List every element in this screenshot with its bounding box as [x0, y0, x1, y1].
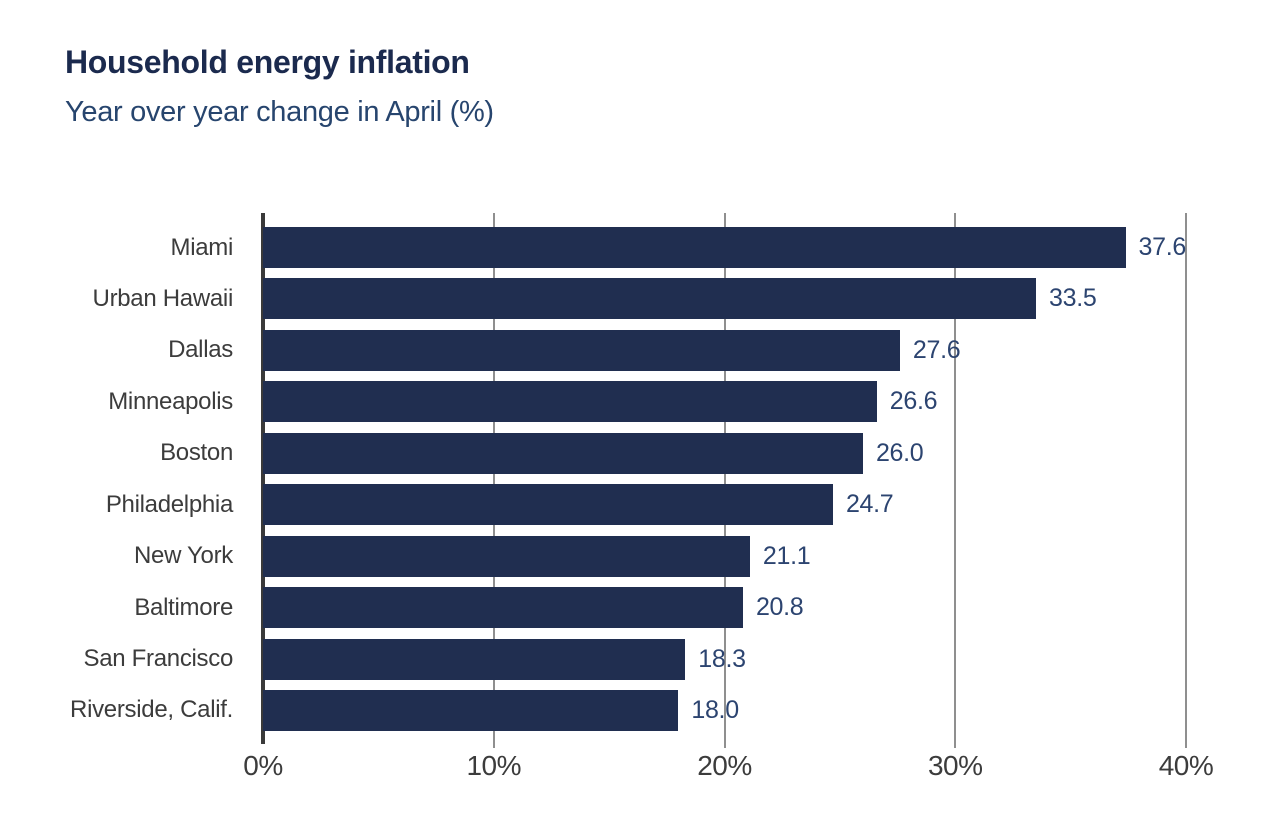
category-label: San Francisco — [83, 645, 234, 672]
bar-value-label: 26.0 — [875, 438, 924, 467]
bar-value-label: 27.6 — [912, 335, 961, 364]
bar-value-label: 24.7 — [845, 490, 894, 519]
x-tick-label-40%: 40% — [1158, 750, 1214, 781]
bar — [263, 381, 877, 423]
x-axis-labels-group: 0% 10% 20% 30% 40% — [243, 750, 1214, 784]
bar — [263, 278, 1036, 320]
category-label: Philadelphia — [105, 490, 233, 518]
bar — [263, 329, 900, 371]
plot-area: 37.6 33.5 27.6 26.6 26.0 24.7 21.1 20.8 18.3 18.0 — [261, 213, 1187, 748]
bar-row: 37.6 — [263, 227, 1186, 268]
gridline-20% — [723, 213, 726, 748]
bar — [263, 432, 863, 474]
category-label: Riverside, Calif. — [70, 696, 233, 724]
bars-group: 37.6 33.5 27.6 26.6 26.0 24.7 21.1 20.8 18.3 18.0 — [263, 227, 1186, 731]
bar — [263, 689, 679, 731]
bar-row: 18.0 — [263, 689, 1186, 731]
bar — [263, 227, 1126, 268]
category-labels-group: Miami Urban Hawaii Dallas Minneapolis Boston… — [40, 227, 233, 731]
category-label: Dallas — [168, 336, 233, 364]
category-label: Urban Hawaii — [92, 284, 234, 312]
x-tick-label-20%: 20% — [697, 750, 752, 781]
x-tick-label-30%: 30% — [927, 750, 983, 781]
chart-title: Household energy inflation — [65, 44, 470, 80]
bar-row: 27.6 — [263, 329, 1186, 371]
gridline-40% — [1185, 213, 1187, 748]
bar — [263, 587, 743, 629]
bar-value-label: 20.8 — [755, 593, 804, 622]
bar-row: 21.1 — [263, 535, 1186, 577]
bar-value-label: 37.6 — [1138, 233, 1187, 261]
bar-value-label: 18.0 — [691, 695, 739, 724]
category-label: Minneapolis — [108, 387, 233, 415]
y-axis-line — [261, 213, 265, 744]
category-label: Boston — [160, 439, 233, 467]
chart-subtitle: Year over year change in April (%) — [65, 96, 494, 128]
category-label: Miami — [170, 233, 234, 261]
category-label: New York — [134, 542, 233, 570]
bar-row: 18.3 — [263, 638, 1186, 680]
bar-row: 20.8 — [263, 587, 1186, 629]
category-label: Baltimore — [134, 593, 233, 621]
gridline-30% — [954, 213, 957, 748]
gridline-10% — [492, 213, 495, 748]
x-tick-label-10%: 10% — [466, 750, 522, 781]
bar — [263, 638, 686, 680]
bar — [263, 535, 750, 577]
bar-value-label: 33.5 — [1049, 284, 1097, 313]
bar-row: 26.6 — [263, 381, 1186, 423]
x-tick-label-0%: 0% — [243, 750, 283, 781]
bar — [263, 484, 833, 526]
bar-value-label: 18.3 — [698, 644, 746, 673]
bar-row: 33.5 — [263, 278, 1186, 320]
bar-value-label: 26.6 — [889, 387, 938, 416]
bar-row: 26.0 — [263, 432, 1186, 474]
bar-row: 24.7 — [263, 484, 1186, 526]
bar-value-label: 21.1 — [762, 541, 811, 570]
